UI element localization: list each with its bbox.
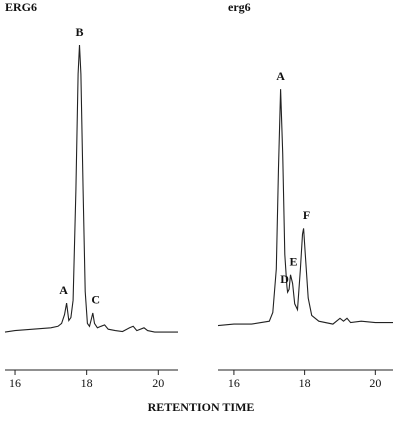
peak-label: A [276, 69, 285, 83]
peak-label: D [280, 272, 289, 286]
x-tick-label: 18 [81, 376, 93, 390]
x-tick-label: 20 [152, 376, 164, 390]
chart-title: ERG6 [5, 0, 37, 14]
x-tick-label: 16 [9, 376, 21, 390]
peak-label: B [75, 25, 83, 39]
peak-label: F [303, 208, 310, 222]
chromatogram-trace [4, 44, 178, 333]
chart-title: erg6 [228, 0, 251, 14]
chromatogram-trace [217, 89, 393, 327]
peak-label: C [91, 293, 100, 307]
x-tick-label: 20 [369, 376, 381, 390]
peak-label: E [289, 255, 297, 269]
peak-label: A [59, 283, 68, 297]
x-tick-label: 18 [299, 376, 311, 390]
x-tick-label: 16 [228, 376, 240, 390]
x-axis-label: RETENTION TIME [148, 400, 255, 414]
